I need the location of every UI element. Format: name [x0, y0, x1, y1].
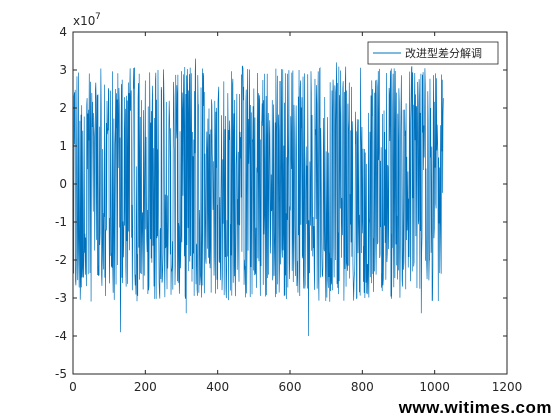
series-line-signal — [73, 58, 444, 337]
y-exponent-label: x10 7 — [73, 12, 101, 28]
y-tick-label: 2 — [59, 101, 67, 115]
x-tick-label: 200 — [134, 380, 157, 394]
x-tick-label: 0 — [69, 380, 77, 394]
series-layer — [73, 58, 444, 337]
y-axis: 4 3 2 1 0 -1 -2 -3 -4 -5 — [55, 25, 507, 381]
y-tick-label: 3 — [59, 63, 67, 77]
x-tick-label: 1000 — [419, 380, 450, 394]
y-tick-label: -1 — [55, 215, 67, 229]
watermark-text: www.witimes.com — [398, 398, 552, 417]
x-tick-label: 400 — [206, 380, 229, 394]
legend: 改进型差分解调 — [367, 41, 499, 65]
x-tick-label: 1200 — [492, 380, 523, 394]
y-tick-label: -2 — [55, 253, 67, 267]
y-exponent-power: 7 — [95, 12, 101, 22]
y-tick-label: -4 — [55, 329, 67, 343]
legend-label: 改进型差分解调 — [405, 46, 482, 60]
y-tick-label: -5 — [55, 367, 67, 381]
y-tick-label: 0 — [59, 177, 67, 191]
x-tick-label: 800 — [351, 380, 374, 394]
y-tick-label: 1 — [59, 139, 67, 153]
x-tick-label: 600 — [279, 380, 302, 394]
x-axis: 0 200 400 600 800 1000 1200 — [69, 32, 522, 394]
y-tick-label: 4 — [59, 25, 67, 39]
y-exponent-base: x10 — [73, 14, 95, 28]
y-tick-label: -3 — [55, 291, 67, 305]
legend-box — [367, 41, 499, 65]
